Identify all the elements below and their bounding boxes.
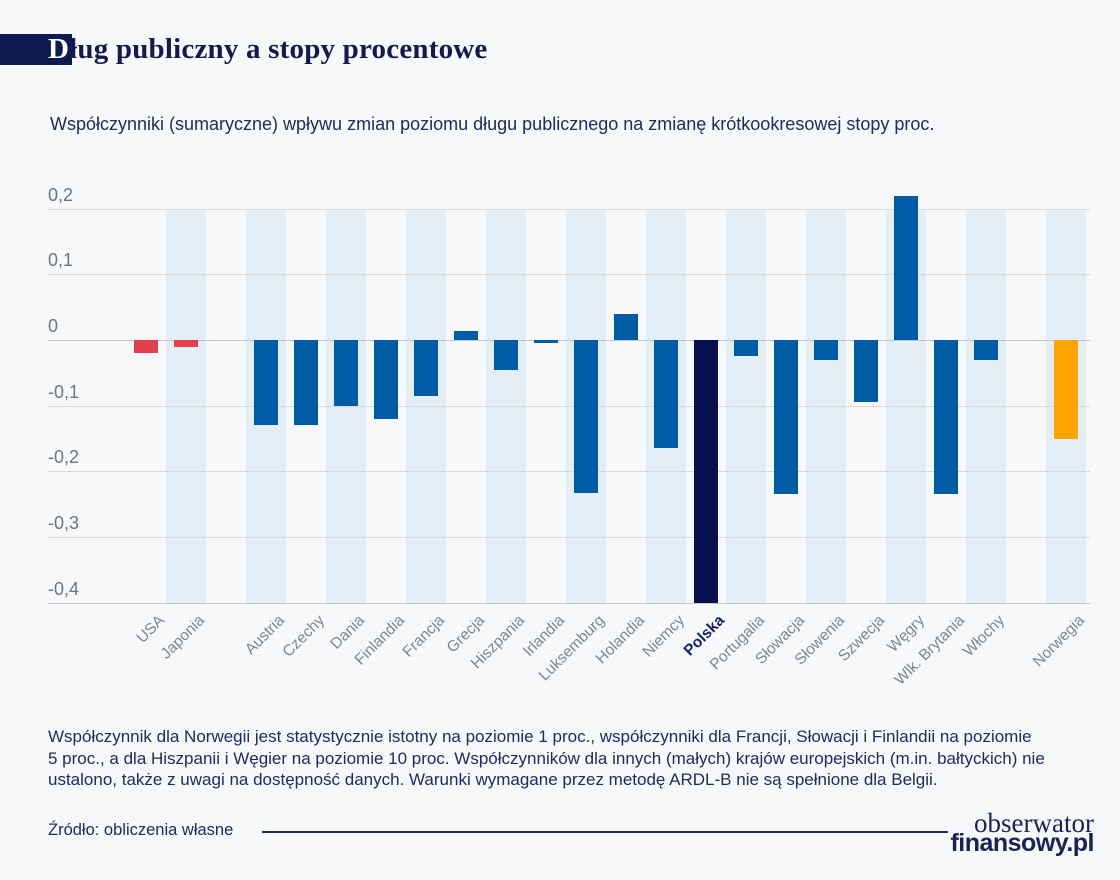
bar-francja [414,340,438,396]
gridline--0,4 [48,602,1090,604]
source-rule [262,831,948,833]
bar-niemcy [654,340,678,449]
gridline-0,1 [48,274,1090,276]
logo: obserwator finansowy.pl [950,808,1094,857]
bar-slowenia [814,340,838,360]
y-axis-label-0: 0 [48,316,59,336]
bar-norwegia [1054,340,1078,439]
bar-wlochy [974,340,998,360]
bar-finlandia [374,340,398,419]
x-axis-label-austria: Austria [241,612,289,659]
source-label: Źródło: obliczenia własne [48,821,234,839]
footnote: Współczynnik dla Norwegii jest statystyc… [48,726,1045,791]
x-axis-label-wlochy: Włochy [960,612,1009,660]
page-title: Dług publiczny a stopy procentowe [48,33,488,65]
y-axis-label--0,3: -0,3 [48,513,80,533]
bar-dania [334,340,358,406]
gridline-0,2 [48,208,1090,210]
bar-usa [134,340,158,354]
y-axis-label--0,4: -0,4 [48,578,80,599]
bar-hiszpania [494,340,518,370]
gridline--0,2 [48,471,1090,473]
gridline--0,1 [48,405,1090,407]
bar-grecja [454,331,478,340]
bar-holandia [614,313,638,340]
bar-szwecja [854,340,878,403]
bar-austria [254,340,278,426]
bar-czechy [294,340,318,426]
footnote-line: 5 proc., a dla Hiszpanii i Węgier na poz… [48,748,1045,768]
title-accent-block [0,34,72,65]
chart-subtitle: Współczynniki (sumaryczne) wpływu zmian … [50,114,935,134]
gridline--0,3 [48,537,1090,538]
bar-luksemburg [574,340,598,493]
y-axis-label--0,2: -0,2 [48,447,80,468]
footnote-line: ustalono, także z uwagi na dostępność da… [48,770,938,789]
bar-wlk-brytania [934,340,958,495]
title-rest: ług publiczny a stopy procentowe [69,33,488,65]
x-axis-label-czechy: Czechy [279,612,329,661]
x-axis-label-japonia: Japonia [157,612,209,663]
bar-wegry [894,195,918,340]
bar-irlandia [534,340,558,344]
x-axis-label-francja: Francja [399,612,449,661]
bar-japonia [174,340,198,347]
bar-slowacja [774,340,798,495]
y-axis-label-0,1: 0,1 [48,250,74,271]
y-axis-label-0,2: 0,2 [48,184,74,205]
bar-portugalia [734,340,758,357]
y-axis-label--0,1: -0,1 [48,381,80,402]
logo-line2: finansowy.pl [950,829,1094,857]
x-axis-label-usa: USA [133,612,169,647]
x-axis-label-niemcy: Niemcy [639,612,689,661]
title-first-letter: D [48,33,70,65]
x-axis-label-norwegia: Norwegia [1029,612,1089,671]
footnote-line: Współczynnik dla Norwegii jest statystyc… [48,727,1032,746]
bar-polska [694,340,718,603]
gridline-0 [48,340,1090,341]
logo-line1: obserwator [974,808,1094,838]
